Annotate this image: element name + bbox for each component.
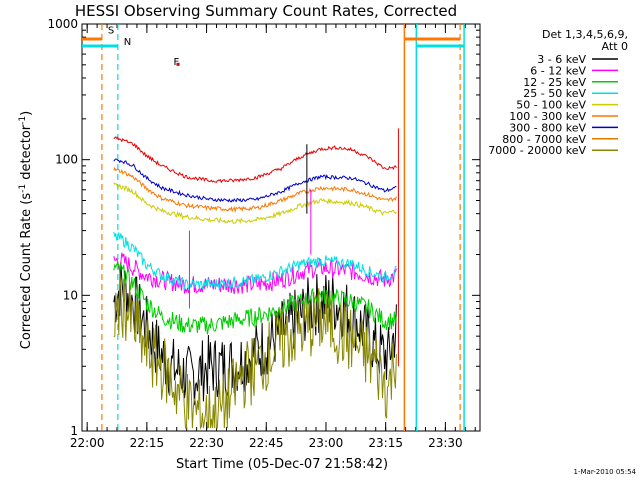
legend-label: 800 - 7000 keV bbox=[502, 133, 586, 146]
annotation-f: F bbox=[174, 57, 180, 68]
plot-area: 1 10 100 1000 22:00 22:15 22:30 22:45 23:00 23:15… bbox=[47, 17, 481, 450]
footer-timestamp: 1-Mar-2010 05:54 bbox=[574, 468, 637, 476]
legend-label: 12 - 25 keV bbox=[523, 76, 586, 89]
x-tick-label: 22:30 bbox=[189, 436, 224, 450]
legend-label: 300 - 800 keV bbox=[509, 121, 586, 134]
annotation-n: N bbox=[124, 37, 131, 48]
y-axis-label: Corrected Count Rate (s-1 detector-1) bbox=[18, 111, 34, 349]
legend-label: 7000 - 20000 keV bbox=[488, 144, 586, 157]
x-tick-label: 23:30 bbox=[428, 436, 463, 450]
y-tick-label: 1000 bbox=[47, 17, 78, 31]
legend-label: 100 - 300 keV bbox=[509, 110, 586, 123]
series-line-2 bbox=[113, 260, 397, 335]
series-line-4 bbox=[113, 182, 397, 225]
legend-label: 50 - 100 keV bbox=[516, 99, 586, 112]
legend-label: 6 - 12 keV bbox=[530, 64, 586, 77]
series-line-8 bbox=[113, 271, 397, 430]
y-tick-label: 10 bbox=[63, 288, 78, 302]
y-tick-label: 100 bbox=[55, 153, 78, 167]
legend-label: 25 - 50 keV bbox=[523, 87, 586, 100]
series-line-9 bbox=[113, 136, 397, 184]
series-line-5 bbox=[113, 166, 397, 214]
y-tick-label: 1 bbox=[70, 424, 78, 438]
chart-title: HESSI Observing Summary Count Rates, Cor… bbox=[75, 2, 457, 20]
series-line-6 bbox=[113, 158, 397, 203]
legend-label: 3 - 6 keV bbox=[537, 53, 586, 66]
plot-frame bbox=[81, 23, 481, 432]
flare-marker bbox=[176, 62, 180, 66]
annotation-s: S bbox=[108, 26, 114, 37]
series-line-3 bbox=[113, 231, 397, 291]
legend-header-2: Att 0 bbox=[602, 40, 628, 53]
x-tick-label: 22:15 bbox=[130, 436, 165, 450]
x-tick-label: 22:00 bbox=[70, 436, 105, 450]
x-tick-label: 22:45 bbox=[249, 436, 284, 450]
x-axis-label: Start Time (05-Dec-07 21:58:42) bbox=[176, 457, 388, 472]
legend-header-1: Det 1,3,4,5,6,9, bbox=[542, 28, 628, 41]
x-tick-label: 23:00 bbox=[309, 436, 344, 450]
x-tick-label: 23:15 bbox=[368, 436, 403, 450]
